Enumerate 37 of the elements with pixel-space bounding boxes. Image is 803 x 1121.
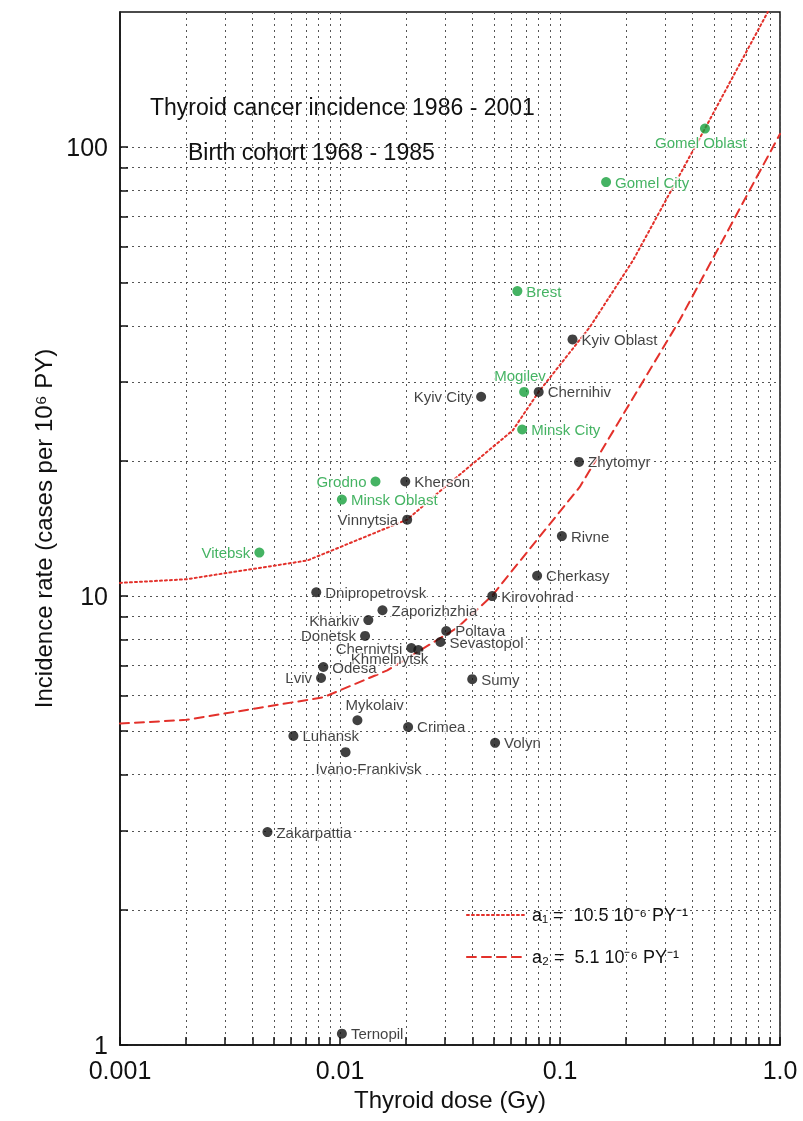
text: Thyroid cancer incidence 1986 - 2001: [150, 93, 535, 120]
data-label: Mogilev: [494, 367, 547, 385]
x-tick-label: 1.0: [762, 1055, 798, 1084]
data-label: Vitebsk: [201, 544, 251, 562]
data-label: Lviv: [285, 669, 313, 687]
data-label: Zakarpattia: [276, 823, 353, 841]
data-label: Minsk City: [531, 420, 601, 438]
data-label: Chernihiv: [547, 383, 612, 401]
data-label: Brest: [526, 282, 563, 300]
data-label: Grodno: [316, 472, 367, 490]
data-label: Kharkiv: [309, 611, 360, 629]
data-label: Dnipropetrovsk: [325, 583, 427, 601]
data-label: Vinnytsia: [337, 511, 399, 529]
data-label: Ternopil: [350, 1025, 404, 1043]
data-label: Ivano-Frankivsk: [315, 759, 422, 777]
y-axis-title: Incidence rate (cases per 10⁶ PY): [29, 348, 57, 709]
y-tick-label: 10: [80, 582, 108, 611]
data-label: Luhansk: [302, 727, 360, 745]
data-label: Gomel City: [615, 173, 690, 191]
data-label: Kyiv Oblast: [581, 330, 659, 348]
x-tick-label: 0.1: [542, 1055, 578, 1084]
x-tick-label: 0.01: [315, 1055, 365, 1084]
legend-label: a₁ = 10.5 10⁻⁶ PY⁻¹: [531, 905, 689, 925]
data-label: Rivne: [570, 527, 610, 545]
text: Birth cohort 1968 - 1985: [188, 138, 435, 165]
data-label: Mykolaiv: [345, 695, 405, 713]
y-tick-label: 100: [66, 133, 108, 162]
legend-label: a₂ = 5.1 10⁻⁶ PY⁻¹: [531, 947, 679, 967]
data-label: Kyiv City: [413, 388, 473, 406]
data-label: Zhytomyr: [588, 453, 651, 471]
data-label: Sumy: [481, 670, 521, 688]
x-axis-title: Thyroid dose (Gy): [353, 1085, 547, 1113]
data-label: Kirovohrad: [501, 587, 574, 605]
data-label: Volyn: [504, 734, 541, 752]
data-label: Crimea: [417, 718, 467, 736]
data-label: Cherkasy: [546, 567, 610, 585]
data-label: Gomel Oblast: [654, 134, 748, 152]
